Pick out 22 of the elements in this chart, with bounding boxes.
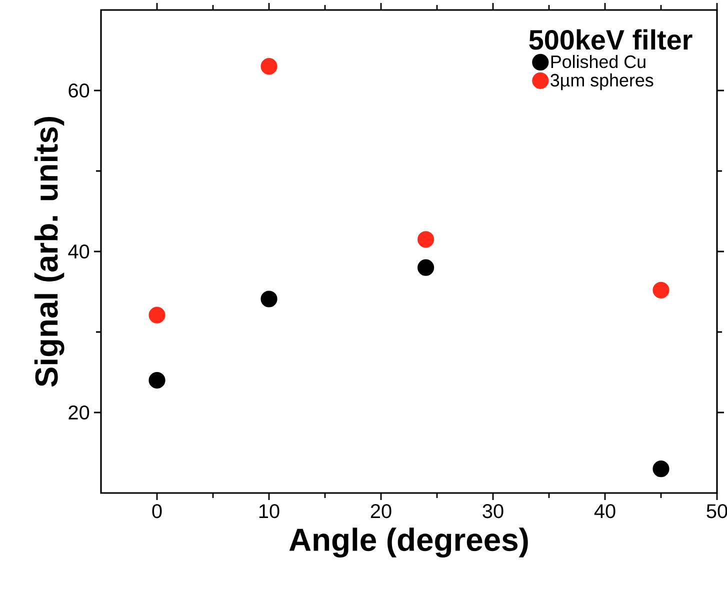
point [418,259,434,276]
y-axis-title: Signal (arb. units) [34,116,64,387]
legend-label: 3µm spheres [550,73,654,90]
x-tick-label: 20 [370,504,392,518]
point [260,58,278,75]
x-axis-title: Angle (degrees) [289,528,528,558]
point [652,282,670,298]
y-tick-label: 60 [68,83,90,98]
x-tick-label: 30 [482,504,504,518]
point [418,231,434,248]
x-tick-label: 40 [594,504,616,518]
point [148,372,166,389]
x-tick-label: 50 [706,504,727,518]
point [260,290,278,308]
legend-label: Polished Cu [551,54,646,68]
x-tick-label: 10 [259,504,280,518]
legend-title: 500keV filter [529,29,692,50]
y-tick-label: 20 [68,405,90,420]
y-tick-label: 40 [68,244,90,259]
point [148,306,166,324]
x-tick-label: 0 [152,504,162,518]
point [652,460,670,478]
